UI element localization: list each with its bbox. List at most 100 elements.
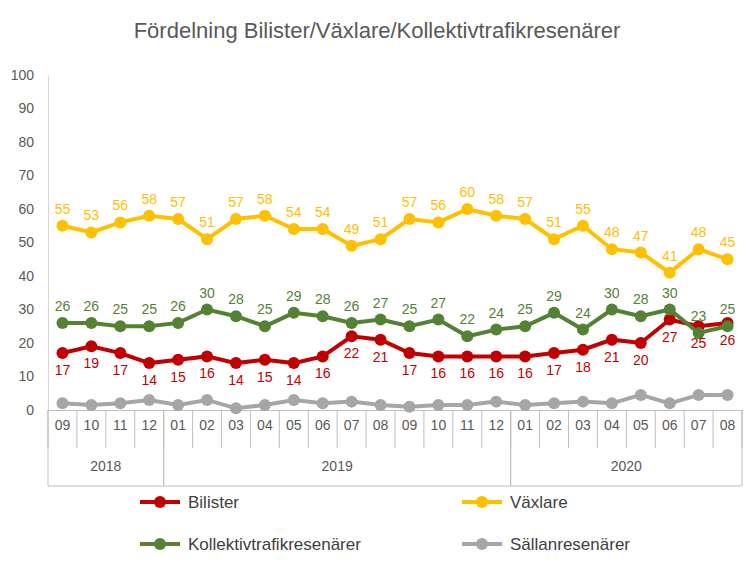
series-marker (606, 304, 618, 316)
series-marker (548, 347, 560, 359)
data-label: 55 (575, 201, 591, 217)
data-label: 49 (344, 221, 360, 237)
legend-label: Kollektivtrafikresenärer (188, 535, 361, 554)
series-marker (259, 399, 271, 411)
series-marker (403, 347, 415, 359)
series-marker (346, 330, 358, 342)
data-label: 14 (141, 372, 157, 388)
series-marker (201, 233, 213, 245)
series-marker (85, 399, 97, 411)
data-label: 48 (604, 224, 620, 240)
data-label: 16 (199, 365, 215, 381)
data-label: 17 (546, 362, 562, 378)
legend-item: Bilister (140, 493, 239, 512)
series-marker (577, 344, 589, 356)
x-tick: 08 (373, 410, 389, 433)
series-marker (461, 399, 473, 411)
category-separator (250, 410, 251, 448)
data-label: 17 (402, 362, 418, 378)
category-separator (221, 410, 222, 448)
series-marker (403, 401, 415, 413)
x-tick: 04 (257, 410, 273, 433)
x-tick-label: 01 (517, 417, 533, 433)
x-group-label: 2019 (322, 458, 353, 474)
series-marker (317, 223, 329, 235)
y-axis: 0102030405060708090100 (11, 67, 49, 418)
category-separator (366, 410, 367, 448)
series-marker (56, 347, 68, 359)
series-marker (288, 357, 300, 369)
data-label: 23 (691, 308, 707, 324)
category-separator (713, 410, 714, 448)
y-tick-label: 20 (18, 335, 34, 351)
x-tick: 02 (546, 410, 562, 433)
x-tick-label: 06 (662, 417, 678, 433)
series-marker (114, 216, 126, 228)
series-marker (375, 314, 387, 326)
series-marker (172, 354, 184, 366)
data-label: 26 (170, 298, 186, 314)
series-marker (114, 347, 126, 359)
series-marker (201, 304, 213, 316)
data-label: 22 (344, 345, 360, 361)
series-marker (259, 320, 271, 332)
data-label: 16 (517, 365, 533, 381)
x-tick: 05 (633, 410, 649, 433)
data-label: 15 (257, 369, 273, 385)
legend-item: Sällanresenärer (462, 535, 630, 554)
data-label: 54 (315, 204, 331, 220)
data-labels: 1719171415161415141622211716161616171821… (55, 184, 736, 388)
data-label: 41 (662, 248, 678, 264)
x-tick: 09 (402, 410, 418, 433)
x-tick: 11 (113, 410, 128, 433)
x-tick: 12 (488, 410, 504, 433)
data-label: 26 (344, 298, 360, 314)
y-tick-label: 80 (18, 134, 34, 150)
series-marker (114, 397, 126, 409)
y-axis-line (48, 76, 49, 411)
data-label: 24 (488, 305, 504, 321)
category-separator (76, 410, 77, 448)
data-label: 47 (633, 228, 649, 244)
data-label: 16 (431, 365, 447, 381)
y-tick-label: 100 (11, 67, 35, 83)
x-separators (48, 410, 742, 486)
series-marker (85, 317, 97, 329)
legend-marker (154, 538, 166, 550)
x-tick-label: 07 (691, 417, 707, 433)
series-marker (490, 396, 502, 408)
data-label: 53 (84, 207, 100, 223)
data-label: 19 (84, 355, 100, 371)
data-label: 51 (373, 214, 389, 230)
x-tick-label: 08 (720, 417, 736, 433)
data-label: 57 (170, 194, 186, 210)
category-separator (568, 410, 569, 448)
y-tick-label: 70 (18, 167, 34, 183)
x-tick: 04 (604, 410, 620, 433)
legend: BilisterVäxlareKollektivtrafikresenärerS… (140, 493, 630, 554)
x-tick-label: 06 (315, 417, 331, 433)
data-label: 17 (55, 362, 71, 378)
x-tick-label: 03 (228, 417, 244, 433)
data-label: 22 (460, 311, 476, 327)
series-marker (230, 213, 242, 225)
data-label: 30 (199, 285, 215, 301)
y-tick-label: 0 (26, 402, 34, 418)
x-tick: 07 (344, 410, 360, 433)
data-label: 14 (286, 372, 302, 388)
series-marker (548, 233, 560, 245)
x-tick-label: 03 (575, 417, 591, 433)
data-label: 26 (55, 298, 71, 314)
category-separator (452, 410, 453, 448)
series-marker (259, 210, 271, 222)
y-tick-label: 30 (18, 301, 34, 317)
data-label: 57 (517, 194, 533, 210)
y-tick: 40 (18, 268, 48, 284)
x-tick-label: 01 (170, 417, 186, 433)
y-tick-label: 50 (18, 234, 34, 250)
series-marker (317, 310, 329, 322)
series-marker (201, 394, 213, 406)
group-separator (742, 410, 743, 486)
data-label: 25 (141, 301, 157, 317)
series-marker (577, 396, 589, 408)
